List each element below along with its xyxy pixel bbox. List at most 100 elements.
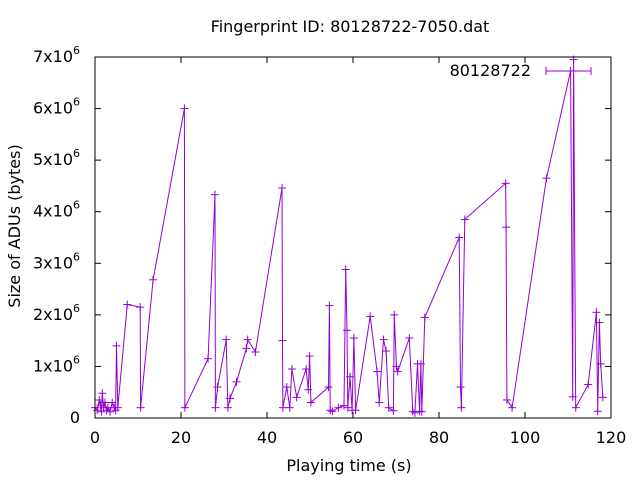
data-point <box>287 365 296 374</box>
data-point <box>366 312 375 321</box>
data-point <box>149 275 158 284</box>
data-point <box>457 403 466 412</box>
data-point <box>325 301 334 310</box>
data-point <box>568 392 577 401</box>
data-point <box>571 403 580 412</box>
data-point <box>392 362 401 371</box>
y-tick-label: 4x106 <box>33 199 80 221</box>
series-line <box>94 59 604 414</box>
data-point <box>584 380 593 389</box>
data-point <box>204 354 213 363</box>
y-tick-label: 1x106 <box>33 353 80 375</box>
data-point <box>420 313 429 322</box>
axis-ticks: 0 20 40 60 80 100 120 0 1x106 2x106 3x106 4x106 5x10… <box>33 44 626 447</box>
data-point <box>243 335 252 344</box>
data-point <box>341 265 350 274</box>
data-point <box>379 335 388 344</box>
data-point <box>373 367 382 376</box>
data-point <box>98 389 107 398</box>
x-tick-label: 20 <box>171 428 191 447</box>
data-point <box>222 335 231 344</box>
data-point <box>304 385 313 394</box>
data-point <box>349 334 358 343</box>
x-tick-label: 120 <box>596 428 627 447</box>
data-point <box>285 403 294 412</box>
data-point <box>180 403 189 412</box>
data-point <box>542 174 551 183</box>
data-point <box>232 377 241 386</box>
data-point <box>593 407 602 416</box>
legend: 80128722 <box>450 61 592 80</box>
data-point <box>393 367 402 376</box>
data-point <box>502 395 511 404</box>
legend-label: 80128722 <box>450 61 531 80</box>
data-point <box>210 190 219 199</box>
data-point <box>501 179 510 188</box>
data-point <box>211 403 220 412</box>
data-point <box>417 407 426 416</box>
data-point <box>415 407 424 416</box>
data-point <box>416 359 425 368</box>
data-point <box>108 398 117 407</box>
y-tick-label: 7x106 <box>33 44 80 66</box>
data-point <box>95 395 104 404</box>
data-point <box>345 372 354 381</box>
data-point <box>112 341 121 350</box>
y-tick-label: 5x106 <box>33 147 80 169</box>
x-tick-label: 0 <box>90 428 100 447</box>
plot-frame <box>94 56 612 419</box>
data-point <box>342 326 351 335</box>
data-point <box>242 344 251 353</box>
data-point <box>455 233 464 242</box>
data-point <box>598 393 607 402</box>
y-tick-label: 3x106 <box>33 250 80 272</box>
x-axis-label: Playing time (s) <box>286 456 411 475</box>
data-point <box>100 398 109 407</box>
data-point <box>306 398 315 407</box>
data-point <box>408 407 417 416</box>
data-point <box>324 383 333 392</box>
x-tick-label: 60 <box>343 428 363 447</box>
data-point <box>278 336 287 345</box>
data-point <box>305 352 314 361</box>
y-tick-label: 2x106 <box>33 302 80 324</box>
data-point <box>278 403 287 412</box>
data-point <box>382 346 391 355</box>
data-point <box>508 403 517 412</box>
data-point <box>136 403 145 412</box>
data-point <box>113 403 122 412</box>
data-point <box>326 406 335 415</box>
data-point <box>460 215 469 224</box>
data-point <box>223 403 232 412</box>
data-point <box>410 408 419 417</box>
data-point <box>502 223 511 232</box>
data-point <box>334 403 343 412</box>
data-point <box>278 183 287 192</box>
data-point <box>302 365 311 374</box>
data-point <box>456 383 465 392</box>
data-point <box>251 347 260 356</box>
data-point <box>595 318 604 327</box>
data-point <box>97 407 106 416</box>
data-point <box>343 403 352 412</box>
data-point <box>375 398 384 407</box>
y-tick-label: 6x106 <box>33 96 80 118</box>
chart-title: Fingerprint ID: 80128722-7050.dat <box>211 17 490 36</box>
data-point <box>390 310 399 319</box>
data-point <box>328 407 337 416</box>
plot-area <box>91 55 607 417</box>
data-point <box>282 383 291 392</box>
x-tick-label: 40 <box>257 428 277 447</box>
x-tick-label: 100 <box>510 428 541 447</box>
data-point <box>389 406 398 415</box>
data-point <box>106 407 115 416</box>
data-point <box>292 393 301 402</box>
data-point <box>136 303 145 312</box>
data-point <box>226 394 235 403</box>
data-point <box>405 334 414 343</box>
data-point <box>123 300 132 309</box>
data-point <box>596 359 605 368</box>
data-point <box>213 383 222 392</box>
data-point <box>339 401 348 410</box>
